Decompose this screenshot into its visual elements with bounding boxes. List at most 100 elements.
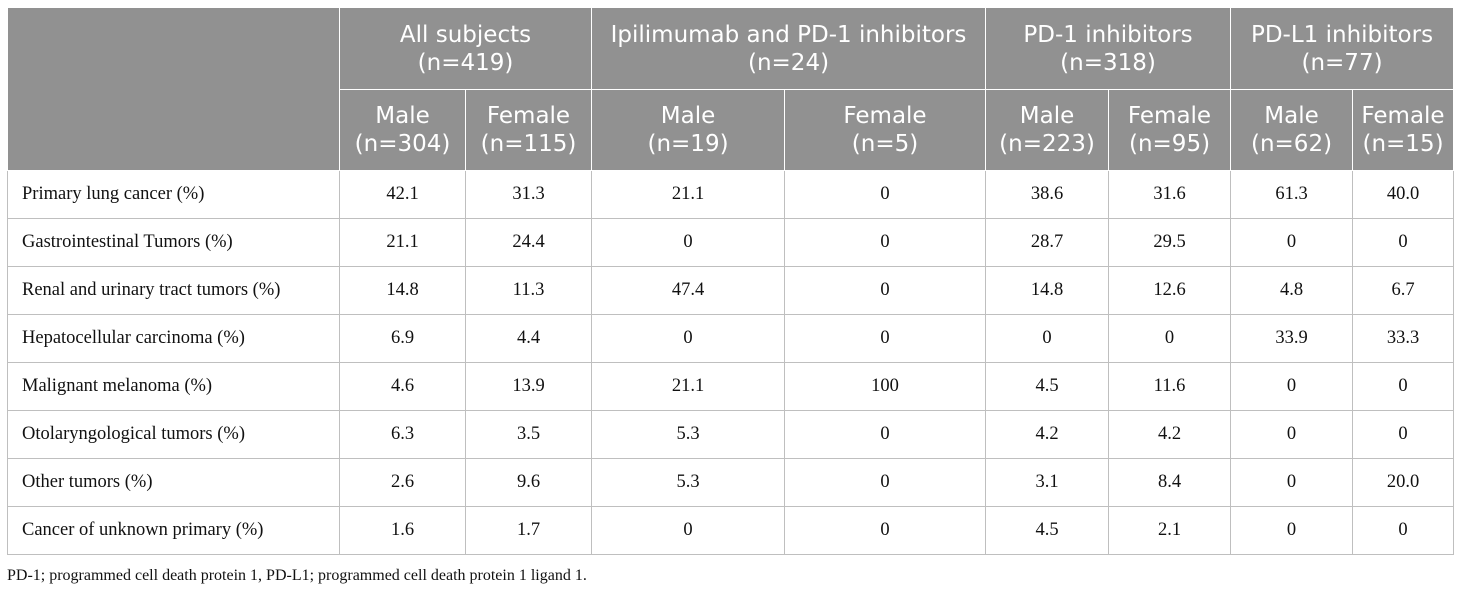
- group-title: Ipilimumab and PD-1 inhibitors: [610, 21, 967, 48]
- row-label: Otolaryngological tumors (%): [7, 410, 340, 459]
- table-row: Otolaryngological tumors (%) 6.3 3.5 5.3 0 4.…: [7, 410, 1455, 459]
- value-cell: 4.2: [985, 410, 1110, 459]
- subgroup-sex: Male: [660, 103, 716, 129]
- subgroup-header: Female (n=15): [1352, 89, 1455, 171]
- row-label: Cancer of unknown primary (%): [7, 506, 340, 555]
- group-count: (n=24): [747, 49, 830, 76]
- subgroup-sex: Female: [1361, 103, 1445, 129]
- group-count: (n=77): [1301, 49, 1383, 76]
- value-cell: 0: [784, 506, 987, 555]
- value-cell: 0: [784, 410, 987, 459]
- row-label: Hepatocellular carcinoma (%): [7, 314, 340, 363]
- group-header: PD-1 inhibitors (n=318): [985, 7, 1232, 90]
- value-cell: 12.6: [1108, 266, 1232, 315]
- value-cell: 0: [1352, 410, 1455, 459]
- value-cell: 11.6: [1108, 362, 1232, 411]
- value-cell: 47.4: [591, 266, 786, 315]
- table-row: Gastrointestinal Tumors (%) 21.1 24.4 0 0 28.…: [7, 218, 1455, 267]
- subgroup-header: Male (n=223): [985, 89, 1110, 171]
- value-cell: 9.6: [464, 458, 593, 507]
- table-row: Other tumors (%) 2.6 9.6 5.3 0 3.1 8.4 0 20.0: [7, 458, 1455, 507]
- subgroup-header: Male (n=304): [339, 89, 466, 171]
- subgroup-count: (n=15): [1362, 131, 1444, 157]
- subgroup-count: (n=115): [480, 131, 577, 157]
- value-cell: 14.8: [339, 266, 466, 315]
- value-cell: 6.3: [339, 410, 466, 459]
- value-cell: 2.6: [339, 458, 466, 507]
- row-label: Other tumors (%): [7, 458, 340, 507]
- value-cell: 38.6: [985, 170, 1110, 219]
- row-label-header: [7, 7, 340, 171]
- subgroup-count: (n=19): [647, 131, 729, 157]
- value-cell: 1.7: [464, 506, 593, 555]
- subgroup-header: Female (n=5): [784, 89, 987, 171]
- value-cell: 4.8: [1230, 266, 1354, 315]
- value-cell: 0: [1108, 314, 1232, 363]
- value-cell: 2.1: [1108, 506, 1232, 555]
- table-row: Hepatocellular carcinoma (%) 6.9 4.4 0 0 0 0 33…: [7, 314, 1455, 363]
- value-cell: 33.9: [1230, 314, 1354, 363]
- value-cell: 0: [1352, 218, 1455, 267]
- value-cell: 0: [1230, 362, 1354, 411]
- table-row: Malignant melanoma (%) 4.6 13.9 21.1 100 4.5 1…: [7, 362, 1455, 411]
- value-cell: 0: [591, 506, 786, 555]
- value-cell: 4.6: [339, 362, 466, 411]
- value-cell: 40.0: [1352, 170, 1455, 219]
- value-cell: 0: [1230, 458, 1354, 507]
- subgroup-header-row: Male (n=304) Female (n=115) Male (n=19) Female…: [8, 89, 1455, 171]
- value-cell: 13.9: [464, 362, 593, 411]
- value-cell: 0: [985, 314, 1110, 363]
- table-row: Renal and urinary tract tumors (%) 14.8 11…: [7, 266, 1455, 315]
- group-title: PD-L1 inhibitors: [1250, 21, 1434, 48]
- group-title: All subjects: [399, 21, 532, 48]
- row-label: Malignant melanoma (%): [7, 362, 340, 411]
- value-cell: 0: [1230, 506, 1354, 555]
- value-cell: 0: [784, 170, 987, 219]
- value-cell: 28.7: [985, 218, 1110, 267]
- value-cell: 6.7: [1352, 266, 1455, 315]
- subgroup-header: Female (n=95): [1108, 89, 1232, 171]
- value-cell: 31.3: [464, 170, 593, 219]
- value-cell: 0: [1230, 218, 1354, 267]
- subgroup-sex: Male: [375, 103, 430, 129]
- value-cell: 6.9: [339, 314, 466, 363]
- value-cell: 33.3: [1352, 314, 1455, 363]
- value-cell: 0: [1230, 410, 1354, 459]
- value-cell: 1.6: [339, 506, 466, 555]
- subgroup-sex: Female: [1127, 103, 1212, 129]
- subgroup-header: Male (n=62): [1230, 89, 1354, 171]
- value-cell: 14.8: [985, 266, 1110, 315]
- group-title: PD-1 inhibitors: [1023, 21, 1193, 48]
- value-cell: 0: [591, 218, 786, 267]
- subgroup-header: Female (n=115): [464, 89, 593, 171]
- subgroup-count: (n=304): [354, 131, 451, 157]
- value-cell: 5.3: [591, 410, 786, 459]
- table-row: Primary lung cancer (%) 42.1 31.3 21.1 0 38.6…: [7, 170, 1455, 219]
- value-cell: 5.3: [591, 458, 786, 507]
- data-table: All subjects (n=419) Ipilimumab and PD-1…: [7, 7, 1455, 555]
- subgroup-count: (n=5): [851, 131, 919, 157]
- value-cell: 0: [784, 458, 987, 507]
- table-container: All subjects (n=419) Ipilimumab and PD-1…: [7, 7, 1455, 555]
- group-header: PD-L1 inhibitors (n=77): [1230, 7, 1455, 90]
- value-cell: 0: [784, 314, 987, 363]
- value-cell: 21.1: [591, 362, 786, 411]
- value-cell: 31.6: [1108, 170, 1232, 219]
- subgroup-sex: Female: [843, 103, 927, 129]
- footnote: PD-1; programmed cell death protein 1, P…: [7, 567, 587, 584]
- subgroup-header: Male (n=19): [591, 89, 786, 171]
- value-cell: 11.3: [464, 266, 593, 315]
- group-header: Ipilimumab and PD-1 inhibitors (n=24): [591, 7, 987, 90]
- value-cell: 20.0: [1352, 458, 1455, 507]
- group-header-row: All subjects (n=419) Ipilimumab and PD-1…: [7, 7, 1455, 171]
- group-count: (n=318): [1060, 49, 1156, 76]
- group-header: All subjects (n=419): [338, 7, 593, 90]
- value-cell: 0: [1352, 362, 1455, 411]
- table-body: Primary lung cancer (%) 42.1 31.3 21.1 0 38.6…: [7, 170, 1455, 555]
- subgroup-sex: Male: [1019, 103, 1075, 129]
- row-label: Gastrointestinal Tumors (%): [7, 218, 340, 267]
- value-cell: 3.1: [985, 458, 1110, 507]
- value-cell: 0: [784, 218, 987, 267]
- value-cell: 29.5: [1108, 218, 1232, 267]
- value-cell: 61.3: [1230, 170, 1354, 219]
